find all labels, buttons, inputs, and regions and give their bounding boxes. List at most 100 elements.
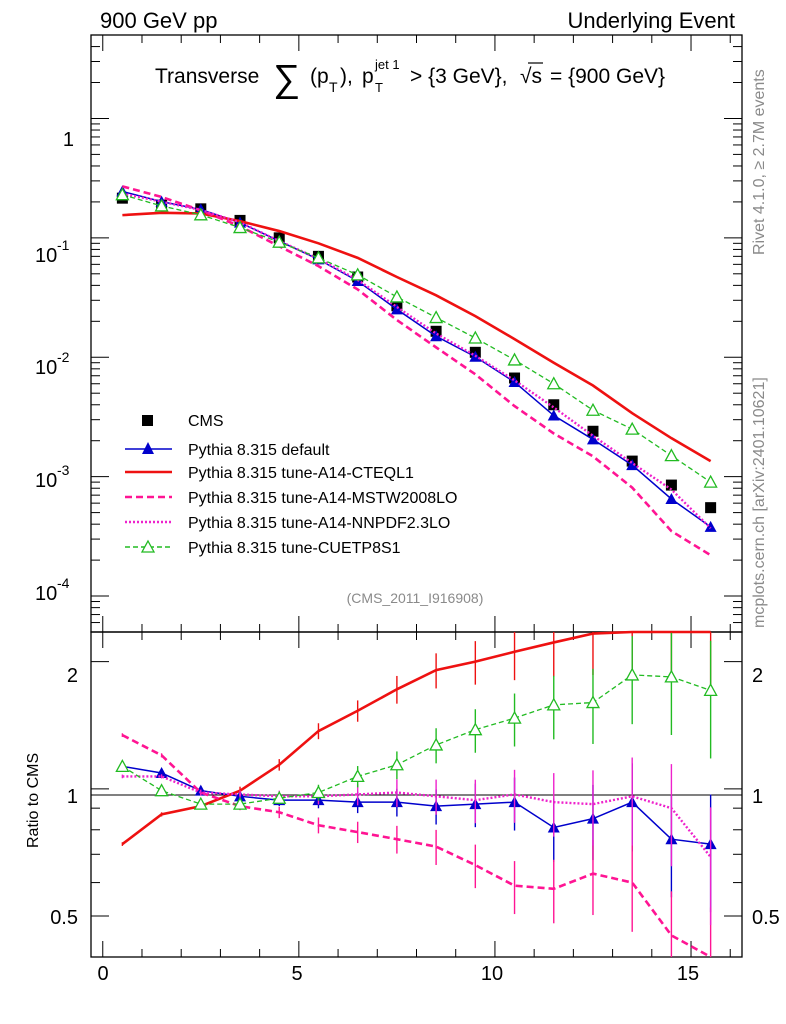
series-line-pythia-8-315-tune-a14-nnpdf2-3lo (122, 192, 712, 530)
ratio-line-pythia-8-315-tune-a14-cteql1 (121, 630, 711, 846)
main-y-tick-labels: 1 10 -1 10 -2 10 -3 10 -4 (35, 129, 74, 605)
series-marker-pythia-8-315-default (390, 303, 403, 315)
series-marker-pythia-8-315-tune-cuetp8s1 (154, 198, 169, 212)
series-line-pythia-8-315-tune-a14-mstw2008lo (122, 185, 712, 557)
series-marker-pythia-8-315-default (586, 433, 599, 445)
ratio-line-pythia-8-315-default (122, 765, 711, 845)
series-marker-pythia-8-315-tune-cuetp8s1 (232, 220, 248, 234)
legend-label-cuetp8s1: Pythia 8.315 tune-CUETP8S1 (188, 540, 401, 557)
legend-label-nnpdf: Pythia 8.315 tune-A14-NNPDF2.3LO (188, 515, 450, 532)
y-tick-label-1e-1-exp: -1 (57, 237, 70, 253)
series-marker-pythia-8-315-tune-cuetp8s1 (625, 421, 640, 435)
ratio-y-axis-ticks (91, 661, 742, 958)
series-marker-pythia-8-315-default (704, 520, 717, 532)
series-marker-pythia-8-315-tune-cuetp8s1 (546, 376, 561, 390)
ratio-marker-pythia-8-315-tune-cuetp8s1 (703, 682, 718, 697)
legend-label-mstw: Pythia 8.315 tune-A14-MSTW2008LO (188, 490, 457, 507)
title-arg-close: ), (340, 65, 353, 88)
ratio-series-layer (115, 630, 718, 959)
data-point-cms (548, 399, 560, 411)
y-tick-label-1e-3: 10 (35, 470, 57, 492)
plot-title: Transverse ∑ (p T ), p jet 1 T > {3 GeV}… (155, 57, 665, 100)
ratio-marker-pythia-8-315-tune-cuetp8s1 (546, 697, 561, 711)
ratio-marker-pythia-8-315-tune-cuetp8s1 (232, 796, 248, 810)
series-marker-pythia-8-315-tune-cuetp8s1 (664, 448, 679, 462)
x-tick-label-5: 5 (291, 963, 302, 985)
series-marker-pythia-8-315-tune-cuetp8s1 (389, 289, 404, 303)
ratio-marker-pythia-8-315-tune-cuetp8s1 (625, 667, 640, 681)
y-tick-label-1: 1 (63, 129, 74, 151)
x-tick-labels: 0 5 10 15 (97, 963, 699, 985)
x-axis-ticks (102, 35, 731, 957)
series-marker-pythia-8-315-tune-cuetp8s1 (115, 187, 130, 201)
ratio-y-axis-label: Ratio to CMS (25, 753, 42, 848)
ratio-tick-label-right-2: 2 (752, 665, 763, 687)
ratio-tick-label-0.5: 0.5 (50, 907, 78, 929)
data-point-cms (665, 479, 677, 491)
title-cut-sub: T (375, 80, 383, 95)
series-marker-pythia-8-315-default (665, 492, 678, 504)
legend-marker-default (142, 442, 154, 454)
ratio-tick-label-1: 1 (67, 786, 78, 808)
series-marker-pythia-8-315-default (430, 330, 443, 342)
title-arg: (p (310, 65, 329, 88)
main-y-axis-ticks (91, 34, 742, 633)
data-point-cms (705, 502, 717, 514)
series-marker-pythia-8-315-tune-cuetp8s1 (350, 267, 365, 281)
ratio-marker-pythia-8-315-tune-cuetp8s1 (389, 757, 404, 771)
y-tick-label-1e-1: 10 (35, 245, 57, 267)
ratio-marker-pythia-8-315-tune-cuetp8s1 (350, 769, 365, 783)
ratio-tick-label-2: 2 (67, 665, 78, 687)
ratio-line-pythia-8-315-tune-a14-mstw2008lo (121, 733, 712, 959)
main-series-layer (115, 185, 718, 557)
ratio-marker-pythia-8-315-tune-cuetp8s1 (272, 790, 287, 804)
analysis-id: (CMS_2011_I916908) (347, 590, 484, 606)
header-left: 900 GeV pp (100, 8, 217, 33)
series-marker-pythia-8-315-tune-cuetp8s1 (193, 207, 208, 221)
data-point-cms (587, 425, 599, 437)
series-marker-pythia-8-315-tune-cuetp8s1 (507, 352, 522, 366)
y-tick-label-1e-3-exp: -3 (57, 462, 70, 478)
y-tick-label-1e-4: 10 (35, 583, 57, 605)
y-tick-label-1e-4-exp: -4 (57, 575, 70, 591)
x-tick-label-15: 15 (677, 963, 699, 985)
legend-marker-cms (142, 415, 153, 426)
ratio-line-pythia-8-315-tune-a14-nnpdf2-3lo (122, 775, 712, 858)
series-marker-pythia-8-315-tune-cuetp8s1 (429, 310, 444, 324)
title-prefix: Transverse (155, 65, 259, 88)
ratio-marker-pythia-8-315-tune-cuetp8s1 (154, 783, 169, 797)
series-marker-pythia-8-315-tune-cuetp8s1 (311, 250, 326, 264)
ratio-line-pythia-8-315-tune-cuetp8s1 (122, 674, 711, 805)
header-right: Underlying Event (567, 8, 735, 33)
ratio-marker-pythia-8-315-tune-cuetp8s1 (115, 759, 130, 773)
series-line-pythia-8-315-tune-cuetp8s1 (122, 194, 711, 483)
mcplots-label: mcplots.cern.ch [arXiv:2401.10621] (751, 377, 768, 628)
series-marker-pythia-8-315-tune-cuetp8s1 (272, 234, 287, 248)
x-tick-label-0: 0 (97, 963, 108, 985)
title-sum: ∑ (273, 58, 300, 100)
legend-marker-cuetp8s1 (140, 539, 156, 553)
x-tick-label-10: 10 (481, 963, 503, 985)
title-energy: = {900 GeV} (550, 65, 665, 88)
ratio-marker-pythia-8-315-tune-cuetp8s1 (664, 669, 679, 683)
ratio-marker-pythia-8-315-tune-cuetp8s1 (507, 710, 522, 724)
title-cut-rest: > {3 GeV}, (410, 65, 508, 88)
ratio-tick-label-right-0.5: 0.5 (752, 907, 780, 929)
y-tick-label-1e-2: 10 (35, 357, 57, 379)
series-marker-pythia-8-315-tune-cuetp8s1 (468, 330, 483, 344)
ratio-marker-pythia-8-315-tune-cuetp8s1 (193, 796, 208, 810)
ratio-tick-label-right-1: 1 (752, 786, 763, 808)
legend-label-default: Pythia 8.315 default (188, 442, 330, 459)
ratio-marker-pythia-8-315-tune-cuetp8s1 (585, 695, 601, 709)
legend-label-cteql1: Pythia 8.315 tune-A14-CTEQL1 (188, 465, 414, 482)
series-marker-pythia-8-315-tune-cuetp8s1 (585, 402, 601, 416)
legend-label-cms: CMS (188, 413, 224, 430)
series-marker-pythia-8-315-default (547, 409, 560, 421)
series-marker-pythia-8-315-default (508, 376, 521, 388)
y-tick-label-1e-2-exp: -2 (57, 349, 70, 365)
series-marker-pythia-8-315-tune-cuetp8s1 (703, 474, 718, 488)
ratio-y-tick-labels: 0.5 1 2 0.5 1 2 (50, 665, 780, 929)
title-cut-sup: jet 1 (374, 57, 400, 72)
ratio-marker-pythia-8-315-tune-cuetp8s1 (429, 737, 444, 751)
